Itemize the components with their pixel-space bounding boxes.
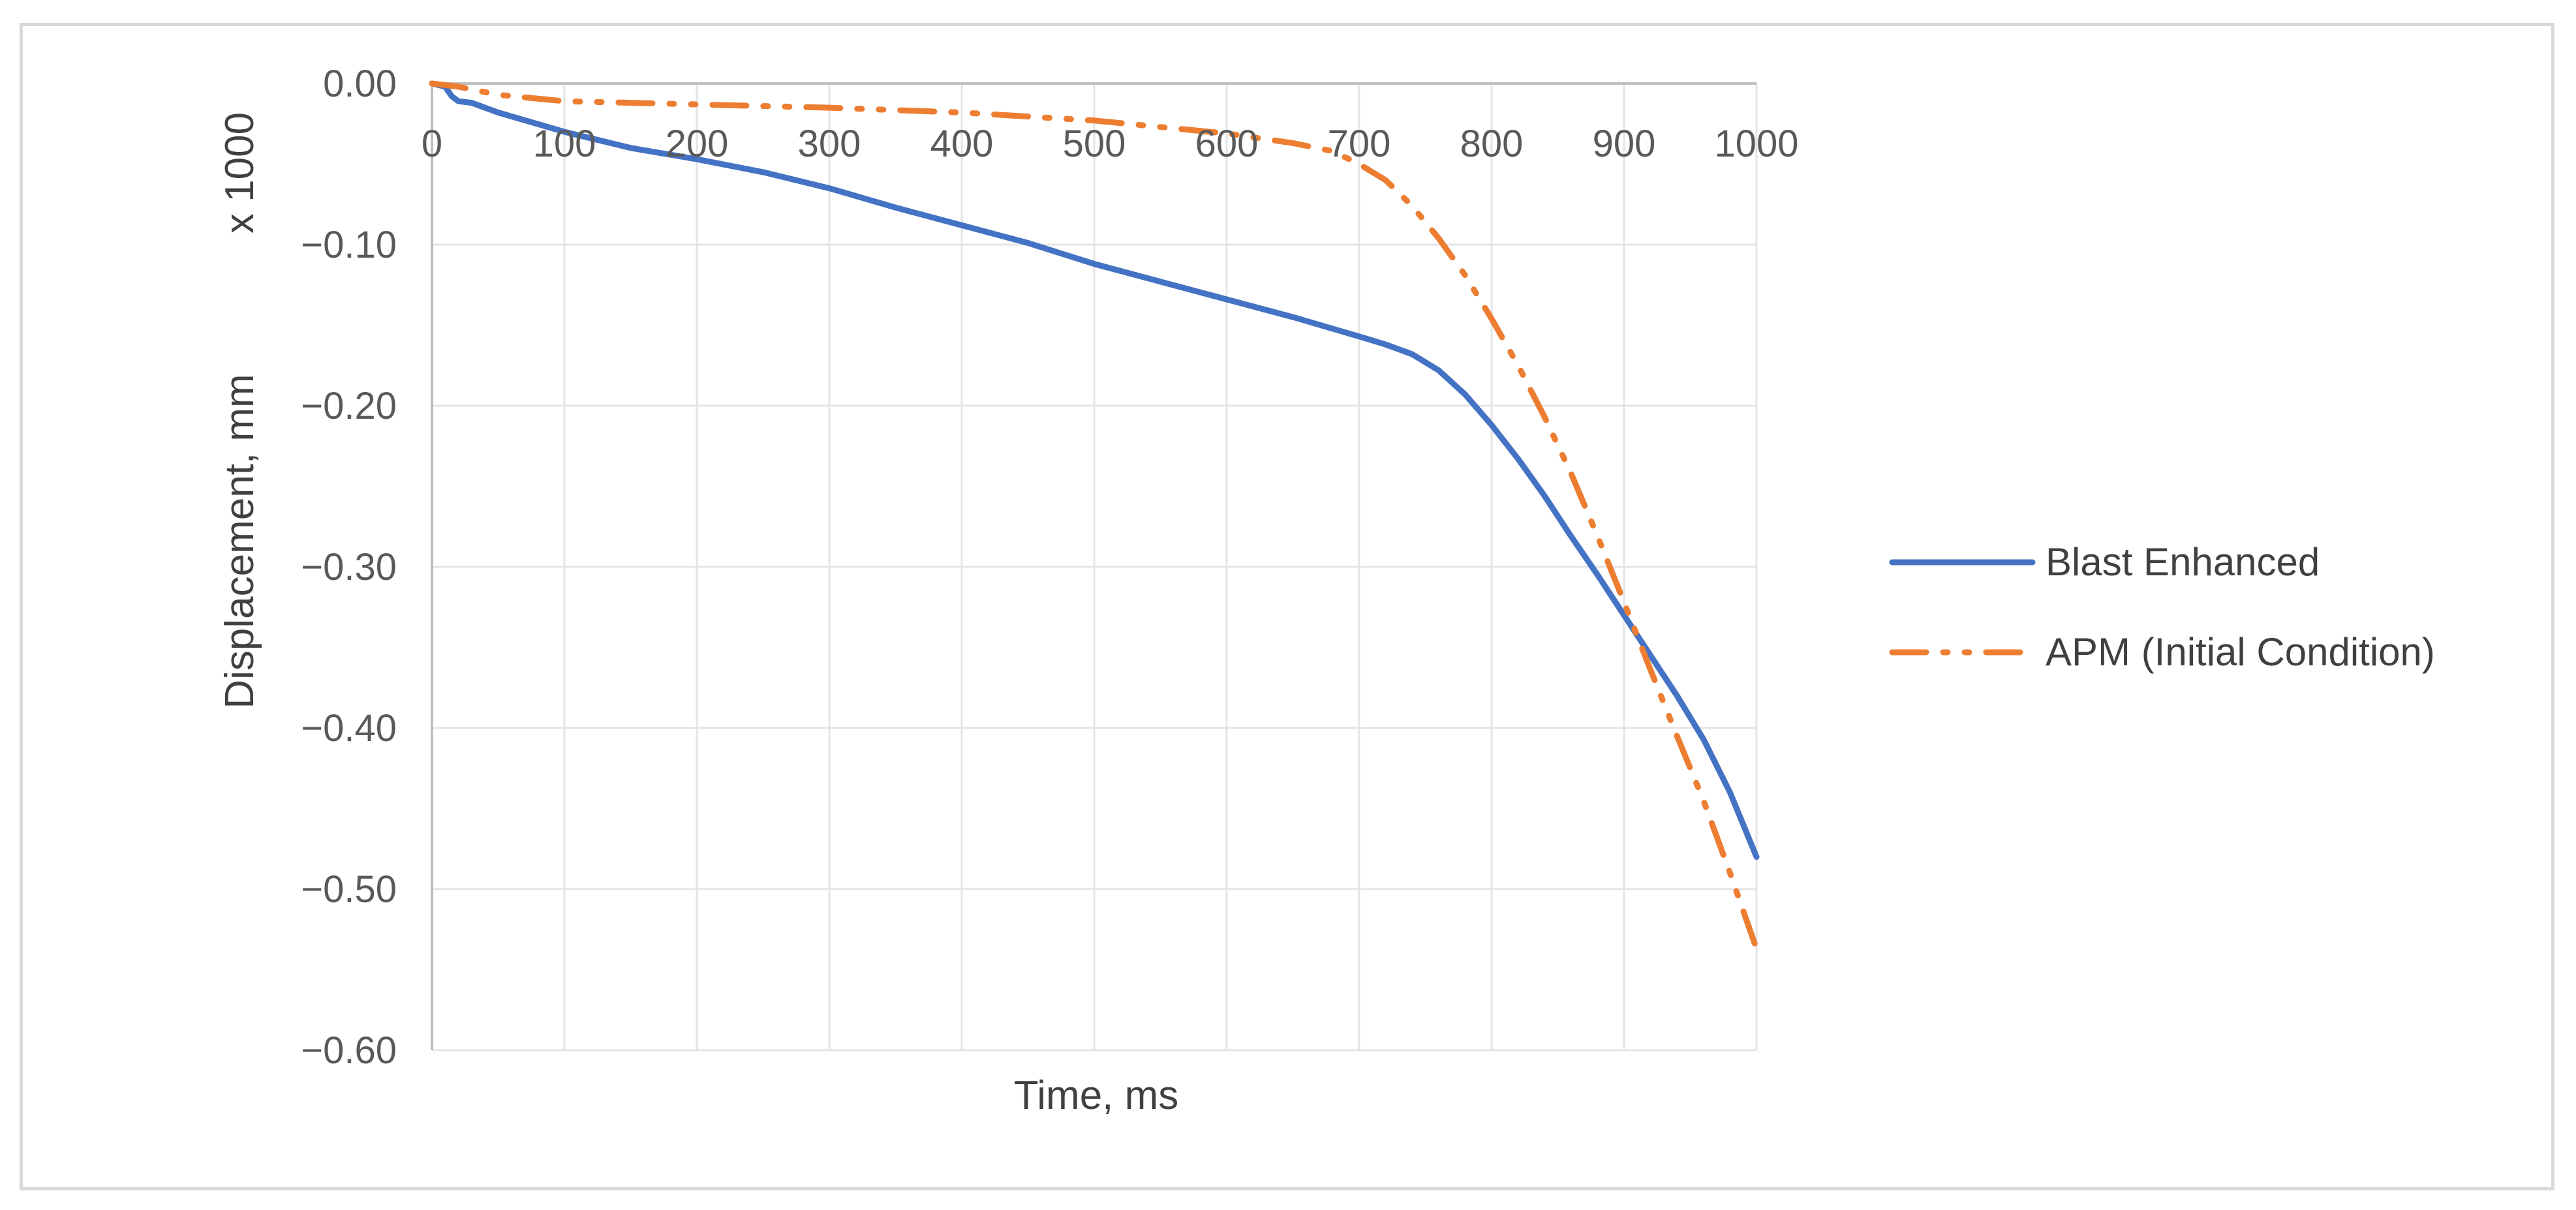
- axes: [431, 82, 1756, 1050]
- x-tick-label: 400: [930, 123, 994, 165]
- y-tick-label: −0.60: [301, 1029, 397, 1072]
- y-tick-label: −0.20: [301, 385, 397, 427]
- x-axis-title: Time, ms: [1014, 1073, 1179, 1118]
- legend-label-apm-initial-condition: APM (Initial Condition): [2046, 630, 2435, 674]
- legend-label-blast-enhanced: Blast Enhanced: [2046, 540, 2320, 584]
- x-tick-label: 1000: [1714, 123, 1798, 165]
- x-tick-label: 0: [422, 123, 442, 165]
- series-layer: [429, 80, 1760, 952]
- y-tick-label: 0.00: [323, 63, 397, 105]
- x-tick-label: 300: [798, 123, 861, 165]
- x-tick-label: 700: [1328, 123, 1391, 165]
- chart-frame: [20, 23, 2554, 1190]
- x-tick-label: 200: [666, 123, 729, 165]
- legend: Blast Enhanced APM (Initial Condition): [1889, 540, 2435, 674]
- series-line-0: [429, 80, 1760, 860]
- series-line-1: [429, 80, 1760, 952]
- y-multiplier-label: x 1000: [217, 112, 262, 234]
- y-tick-label: −0.40: [301, 707, 397, 749]
- y-tick-labels: 0.00 −0.10 −0.20 −0.30 −0.40 −0.50 −0.60: [301, 63, 397, 1072]
- x-tick-label: 800: [1460, 123, 1524, 165]
- x-tick-label: 900: [1593, 123, 1656, 165]
- x-tick-labels: 0 100 200 300 400 500 600 700 800 900 1000: [422, 123, 1799, 165]
- y-tick-label: −0.50: [301, 868, 397, 911]
- x-tick-label: 100: [533, 123, 596, 165]
- x-tick-label: 600: [1195, 123, 1259, 165]
- y-tick-label: −0.30: [301, 546, 397, 588]
- y-tick-label: −0.10: [301, 224, 397, 266]
- grid-lines: [432, 83, 1758, 1051]
- y-axis-title: Displacement, mm: [217, 374, 262, 708]
- x-tick-label: 500: [1063, 123, 1126, 165]
